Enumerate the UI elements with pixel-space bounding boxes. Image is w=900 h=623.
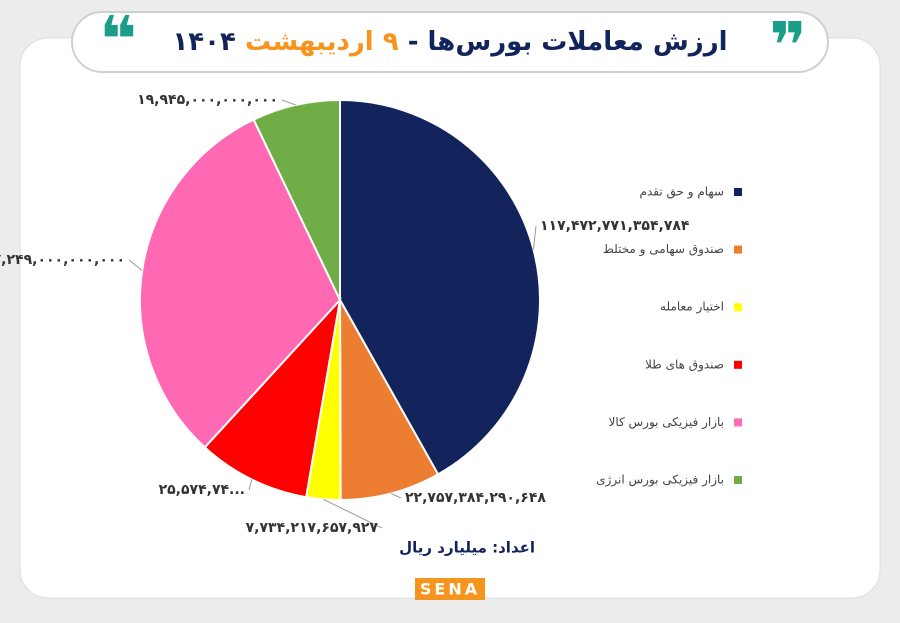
legend-swatch — [734, 476, 742, 484]
data-label: ۱۹,۹۴۵,۰۰۰,۰۰۰,۰۰۰ — [137, 92, 278, 108]
legend-label: صندوق سهامی و مختلط — [603, 242, 724, 257]
title-year: ۱۴۰۴ — [172, 27, 235, 57]
legend-label: صندوق های طلا — [645, 357, 724, 372]
title-highlight: ۹ اردیبهشت — [245, 27, 399, 57]
legend-swatch — [734, 360, 742, 369]
data-label: ۷,۷۳۴,۲۱۷,۶۵۷,۹۲۷ — [246, 520, 379, 536]
unit-note: اعداد: میلیارد ریال — [399, 539, 535, 557]
leader-line — [128, 259, 143, 271]
chart-title: ارزش معاملات بورس‌ها - ۹ اردیبهشت ۱۴۰۴ — [172, 27, 727, 57]
quote-right: ❞ — [769, 10, 807, 84]
leader-line — [248, 479, 253, 491]
leader-line — [532, 225, 537, 250]
pie-slice — [338, 296, 440, 502]
plot: ۱۱۷,۴۷۲,۷۷۱,۳۵۴,۷۸۴ ۲۲,۷۵۷,۳۸۴,۲۹۰,۶۴۸ ۷,۷… — [0, 92, 742, 536]
legend-label: سهام و حق تقدم — [640, 185, 724, 200]
pie-slice — [252, 98, 341, 301]
pie-slice — [339, 98, 541, 476]
data-label: ۱۱۷,۴۷۲,۷۷۱,۳۵۴,۷۸۴ — [540, 218, 690, 234]
legend-label: اختیار معامله — [660, 300, 724, 315]
leader-line — [281, 99, 296, 106]
legend-label: بازار فیزیکی بورس انرژی — [596, 473, 724, 488]
legend-swatch — [734, 188, 742, 196]
leader-line — [323, 498, 383, 529]
legend-swatch — [734, 418, 742, 427]
title-main: ارزش معاملات بورس‌ها - — [408, 27, 728, 57]
logo-box — [415, 578, 485, 600]
legend-swatch — [734, 303, 742, 312]
pie-slice — [203, 296, 342, 499]
quote-left: ❝ — [99, 4, 137, 78]
data-label: ۲۲,۷۵۷,۳۸۴,۲۹۰,۶۴۸ — [405, 490, 546, 506]
legend-swatch — [734, 245, 742, 254]
data-label: ۸۷,۲۴۹,۰۰۰,۰۰۰,۰۰۰ — [0, 252, 125, 268]
leader-line — [390, 492, 402, 499]
logo: SENA — [420, 580, 480, 599]
data-label: ۲۵,۵۷۴,۷۴... — [159, 482, 245, 498]
title-pill — [71, 11, 829, 73]
legend-label: بازار فیزیکی بورس کالا — [608, 415, 724, 430]
